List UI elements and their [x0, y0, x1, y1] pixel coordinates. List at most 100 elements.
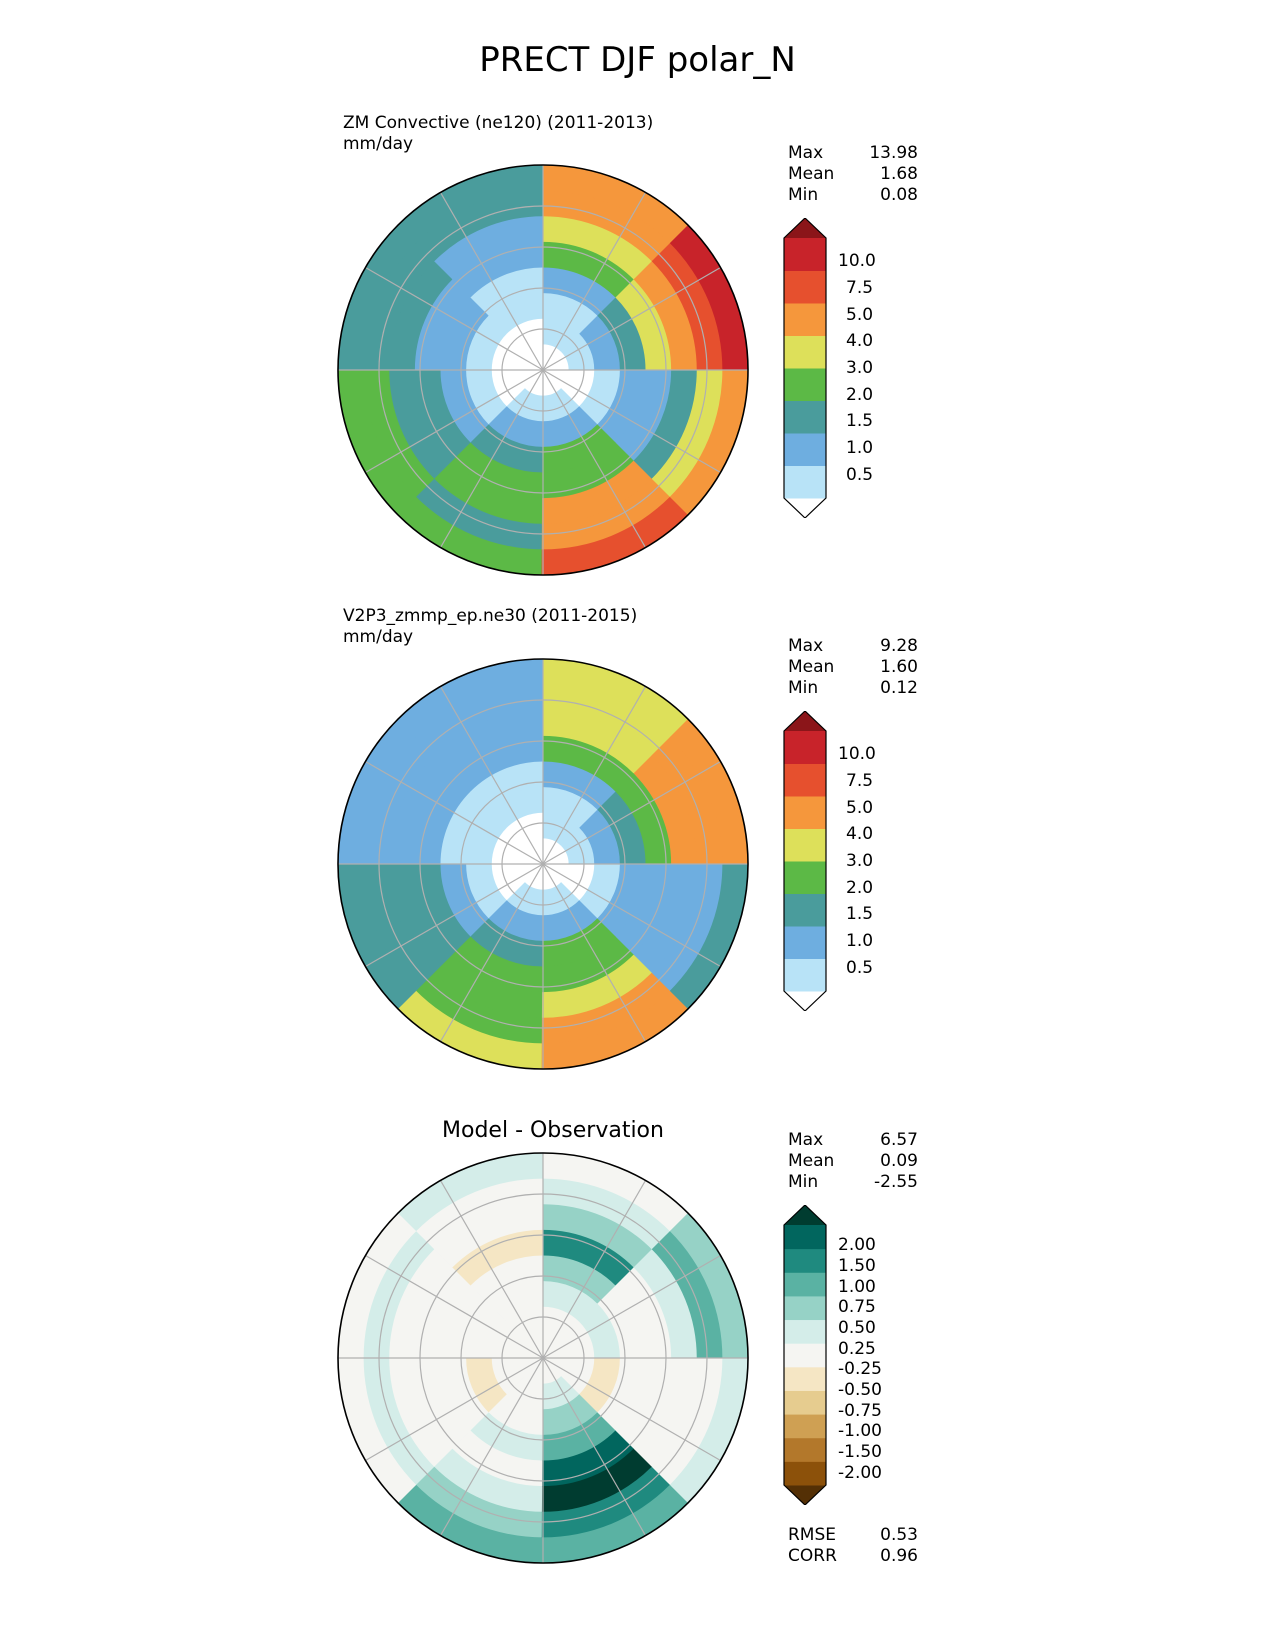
colorbar-tick-label: -2.00 [838, 1463, 882, 1483]
map-cell [650, 370, 723, 499]
colorbar-tick-label: -1.50 [838, 1442, 882, 1462]
colorbar-swatch [784, 1295, 826, 1321]
map-cell [543, 292, 599, 335]
colorbar-swatch [784, 1461, 826, 1486]
map-cell [363, 1229, 436, 1358]
map-cell [363, 862, 435, 992]
map-cell [632, 864, 698, 974]
map-cell [439, 1284, 490, 1358]
colorbar-tick-label: 7.5 [846, 771, 874, 791]
map-cell [633, 754, 698, 866]
longitude-gridline [365, 1254, 544, 1359]
colorbar-swatch [784, 893, 826, 927]
map-cell [543, 735, 635, 793]
map-cell [651, 736, 723, 866]
map-cell [451, 441, 543, 499]
map-cell [651, 242, 723, 372]
map-cell [470, 760, 544, 810]
panel3-title: Model - Observation [442, 1118, 664, 1143]
panel1-stat-mean: Mean 1.68 [788, 164, 918, 184]
map-cell [632, 1358, 698, 1468]
map-cell [541, 1484, 689, 1563]
colorbar-outline [783, 218, 827, 518]
map-cell [579, 315, 621, 371]
map-cell [338, 1356, 417, 1504]
colorbar-tick-label: 1.5 [846, 411, 874, 431]
colorbar-tick-label: 5.0 [846, 305, 874, 325]
colorbar-tick-label: 4.0 [846, 824, 874, 844]
colorbar-swatch [784, 1366, 826, 1391]
longitude-gridline [542, 192, 647, 371]
map-cell [363, 735, 436, 864]
colorbar-tick-label: 3.0 [846, 851, 874, 871]
map-cell [596, 1358, 647, 1432]
colorbar-tick-label: 1.0 [846, 931, 874, 951]
panel1-stat-max: Max 13.98 [788, 143, 918, 163]
map-cell [541, 990, 689, 1069]
longitude-gridline [542, 369, 647, 548]
colorbar-tick-label: 1.5 [846, 904, 874, 924]
map-cell [542, 442, 635, 499]
map-cell [524, 343, 544, 370]
map-cell [524, 1331, 544, 1358]
map-cell [487, 1393, 543, 1436]
panel3-colorbar [783, 1205, 827, 1505]
map-cell [439, 1357, 489, 1431]
panel1-stats: Max 13.98 Mean 1.68 Min 0.08 [788, 143, 918, 206]
map-cell [388, 368, 453, 480]
panel1-stat-min: Min 0.08 [788, 185, 918, 205]
map-cell [488, 786, 544, 828]
colorbar-swatch [784, 861, 826, 894]
map-cell [439, 296, 490, 370]
map-cell [388, 1356, 453, 1468]
longitude-gridline [365, 863, 544, 968]
colorbar-tick-label: 0.75 [838, 1297, 876, 1317]
map-cell [542, 1394, 598, 1436]
colorbar-tick-label: 1.0 [846, 438, 874, 458]
map-cell [524, 837, 544, 864]
panel2-colorbar-labels: 10.0 7.5 5.0 4.0 3.0 2.0 1.5 1.0 0.5 [838, 711, 898, 1011]
longitude-gridline [542, 760, 721, 865]
map-cell [542, 424, 616, 474]
map-cell [488, 1280, 544, 1322]
colorbar-swatch [784, 763, 826, 797]
map-cell [615, 278, 672, 371]
colorbar-tick-label: 0.25 [838, 1339, 876, 1359]
map-cell [543, 266, 617, 317]
map-cell [543, 241, 635, 299]
map-cell [363, 241, 436, 370]
map-cell [541, 460, 653, 525]
longitude-gridline [439, 686, 544, 865]
map-cell [543, 684, 672, 757]
colorbar-tick-label: -0.75 [838, 1401, 882, 1421]
panel2-polar-map [337, 658, 749, 1070]
map-cell [615, 772, 672, 865]
map-cell [451, 1229, 544, 1286]
map-cell [615, 1266, 672, 1359]
map-cell [338, 223, 418, 370]
map-cell [439, 790, 490, 864]
map-cell [543, 1358, 570, 1377]
map-cell [541, 972, 671, 1044]
map-cell [650, 864, 723, 993]
longitude-gridline [365, 760, 544, 865]
map-cell [543, 659, 690, 739]
panel3-colorbar-labels: 2.00 1.50 1.00 0.75 0.50 0.25 -0.25 -0.5… [838, 1205, 898, 1505]
map-cell [542, 1358, 562, 1385]
colorbar-tick-label: -0.50 [838, 1380, 882, 1400]
map-cell [388, 260, 454, 370]
map-cell [651, 1230, 723, 1360]
colorbar-swatch [784, 335, 826, 369]
map-cell [433, 953, 543, 1019]
map-cell [469, 1411, 543, 1462]
colorbar-extend-low [784, 498, 826, 518]
map-cell [597, 297, 647, 371]
map-cell [542, 406, 598, 448]
map-cell [516, 1357, 543, 1377]
map-cell [415, 684, 545, 756]
map-cell [579, 1303, 621, 1359]
panel3-stat-mean: Mean 0.09 [788, 1151, 918, 1171]
map-cell [451, 735, 544, 792]
colorbar-tick-label: 2.0 [846, 385, 874, 405]
map-cell [633, 260, 698, 372]
